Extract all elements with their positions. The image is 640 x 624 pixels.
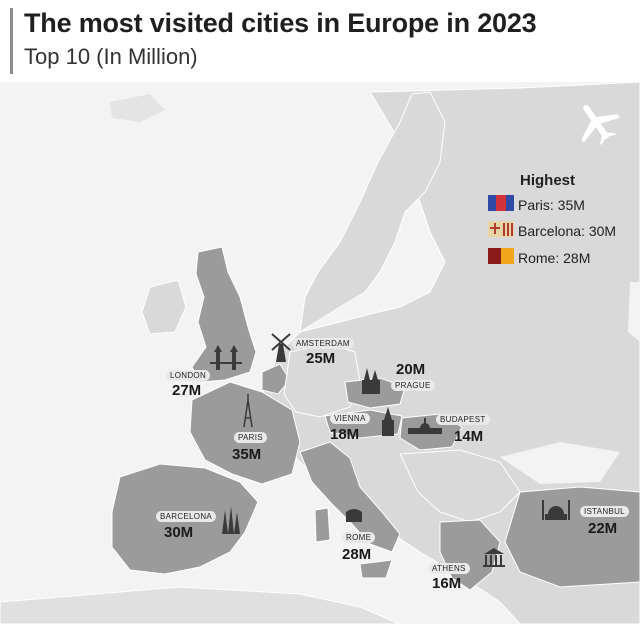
legend-item-label: Barcelona: 30M — [518, 223, 617, 239]
prague-castle-icon — [362, 368, 380, 394]
city-value-prague: 20M — [396, 361, 426, 378]
tower-bridge-icon — [210, 345, 242, 370]
parthenon-icon — [483, 548, 505, 567]
netherlands — [261, 363, 291, 395]
rome-flag — [488, 248, 514, 264]
page-subtitle: Top 10 (In Million) — [24, 44, 198, 69]
city-value-budapest: 14M — [454, 428, 484, 445]
title-accent-bar — [10, 8, 13, 74]
header: The most visited cities in Europe in 202… — [0, 0, 640, 82]
sardinia — [314, 507, 331, 543]
city-name-istanbul: ISTANBUL — [580, 506, 629, 517]
legend-item-label: Paris: 35M — [518, 197, 585, 213]
mosque-icon — [542, 500, 570, 520]
colosseum-icon — [346, 509, 362, 522]
scandinavia — [299, 91, 446, 333]
cathedral-icon — [382, 407, 394, 436]
italy — [299, 441, 401, 553]
city-value-rome: 28M — [342, 546, 372, 563]
city-value-athens: 16M — [432, 575, 462, 592]
black-sea — [500, 442, 620, 484]
ireland — [141, 279, 187, 335]
sea-east — [628, 282, 640, 342]
city-value-amsterdam: 25M — [306, 350, 336, 367]
city-name-prague: PRAGUE — [391, 380, 435, 391]
legend-item-label: Rome: 28M — [518, 250, 591, 266]
city-value-paris: 35M — [232, 446, 262, 463]
airplane-icon — [581, 105, 620, 146]
island-north — [110, 94, 165, 122]
sagrada-familia-icon — [222, 506, 240, 534]
city-name-vienna: VIENNA — [330, 413, 370, 424]
parliament-icon — [408, 418, 442, 434]
page-title: The most visited cities in Europe in 202… — [24, 8, 537, 38]
city-value-vienna: 18M — [330, 426, 360, 443]
city-name-paris: PARIS — [234, 432, 267, 443]
balkans — [399, 449, 521, 523]
turkey — [504, 486, 640, 588]
barcelona-flag — [488, 221, 514, 237]
city-value-london: 27M — [172, 382, 202, 399]
city-value-barcelona: 30M — [164, 524, 194, 541]
great-britain — [191, 246, 257, 383]
legend-title: Highest — [520, 172, 576, 189]
city-name-barcelona: BARCELONA — [156, 511, 217, 522]
city-value-istanbul: 22M — [588, 520, 618, 537]
eiffel-tower-icon — [243, 394, 253, 428]
windmill-icon — [271, 333, 291, 362]
sicily — [359, 559, 393, 579]
city-name-amsterdam: AMSTERDAM — [292, 338, 354, 349]
city-name-london: LONDON — [166, 370, 211, 381]
paris-flag — [488, 195, 514, 211]
europe-map: Highest Paris: 35M Barcelona: 30M Rome: … — [0, 82, 640, 624]
city-name-budapest: BUDAPEST — [436, 414, 490, 425]
city-name-athens: ATHENS — [428, 563, 470, 574]
north-africa — [0, 586, 401, 624]
city-name-rome: ROME — [342, 532, 376, 543]
